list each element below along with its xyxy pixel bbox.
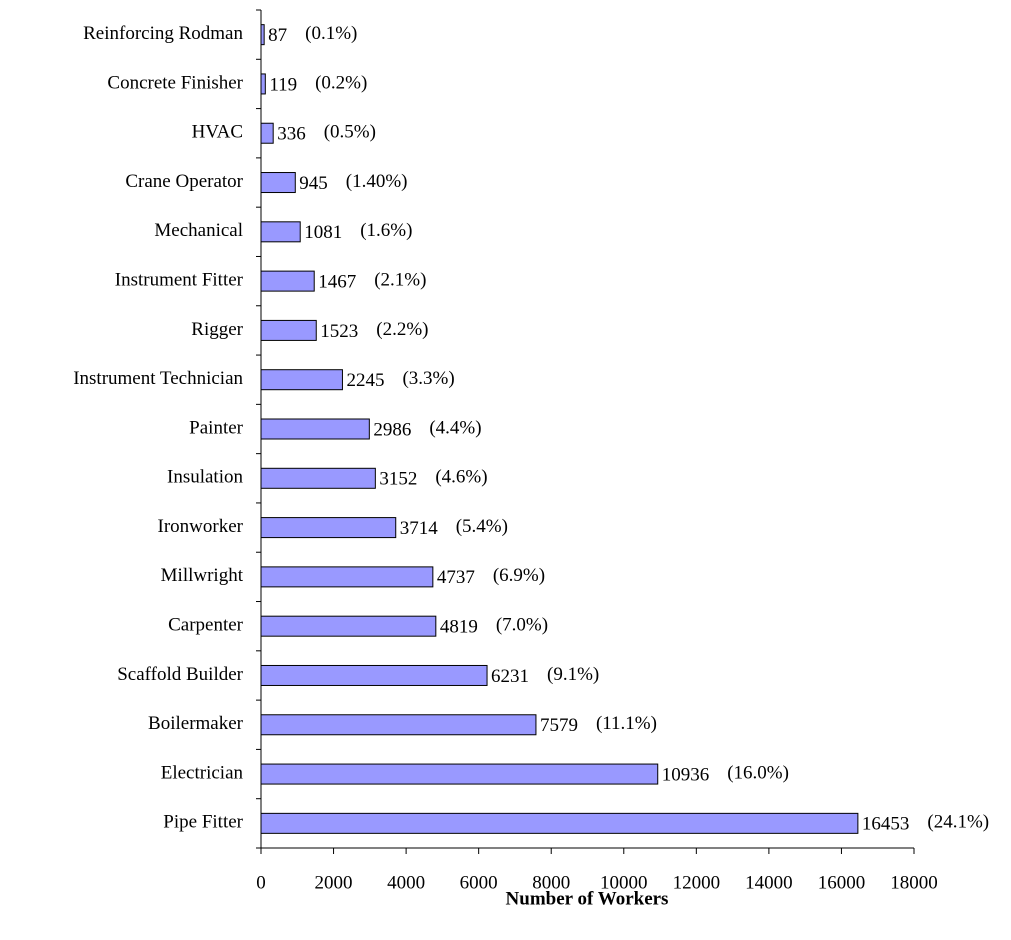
- y-tick-label: Instrument Fitter: [115, 269, 244, 290]
- value-label: 6231: [491, 666, 529, 687]
- value-label: 1523: [320, 321, 358, 342]
- x-tick-label: 4000: [387, 872, 425, 893]
- value-label: 16453: [862, 814, 910, 835]
- x-tick-label: 10000: [600, 872, 648, 893]
- percent-label: (4.6%): [435, 467, 487, 488]
- y-tick-label: Instrument Technician: [73, 368, 243, 389]
- bar: [260, 369, 343, 391]
- bar: [260, 221, 301, 243]
- bar: [260, 566, 434, 588]
- bar: [260, 24, 265, 46]
- y-tick-label: Carpenter: [168, 615, 244, 636]
- y-tick-label: Pipe Fitter: [163, 812, 243, 833]
- percent-label: (7.0%): [496, 615, 548, 636]
- value-label: 3152: [379, 469, 417, 490]
- percent-label: (16.0%): [727, 762, 789, 783]
- bar: [260, 270, 315, 292]
- bar: [260, 812, 859, 834]
- value-label: 1081: [304, 222, 342, 243]
- percent-label: (5.4%): [456, 516, 508, 537]
- y-tick-label: Boilermaker: [148, 713, 244, 734]
- value-label: 1467: [318, 271, 356, 292]
- percent-label: (11.1%): [596, 713, 657, 734]
- bar: [260, 122, 274, 144]
- value-label: 2986: [373, 419, 411, 440]
- bar: [260, 664, 488, 686]
- x-tick-label: 18000: [890, 872, 938, 893]
- bar: [260, 418, 370, 440]
- y-tick-label: Ironworker: [158, 516, 244, 537]
- value-label: 3714: [400, 518, 439, 539]
- y-tick-label: Electrician: [161, 762, 244, 783]
- bar: [260, 172, 296, 194]
- percent-label: (3.3%): [402, 368, 454, 389]
- bar: [260, 517, 397, 539]
- bar: [260, 714, 537, 736]
- x-tick-label: 14000: [745, 872, 793, 893]
- x-tick-label: 2000: [315, 872, 353, 893]
- y-tick-label: Insulation: [167, 467, 243, 488]
- percent-label: (0.2%): [315, 72, 367, 93]
- percent-label: (1.40%): [346, 171, 408, 192]
- percent-label: (0.1%): [305, 23, 357, 44]
- x-tick-label: 8000: [532, 872, 570, 893]
- y-tick-label: Reinforcing Rodman: [83, 23, 243, 44]
- value-label: 10936: [662, 764, 710, 785]
- percent-label: (6.9%): [493, 565, 545, 586]
- value-label: 2245: [346, 370, 384, 391]
- x-tick-label: 0: [256, 872, 266, 893]
- percent-label: (24.1%): [927, 812, 989, 833]
- percent-label: (0.5%): [324, 122, 376, 143]
- percent-label: (1.6%): [360, 220, 412, 241]
- bar: [260, 763, 659, 785]
- value-label: 336: [277, 124, 306, 145]
- x-tick-label: 12000: [673, 872, 721, 893]
- bar: [260, 615, 437, 637]
- x-tick-label: 6000: [460, 872, 498, 893]
- x-axis-title: Number of Workers: [506, 888, 669, 909]
- value-label: 945: [299, 173, 328, 194]
- y-tick-label: Millwright: [161, 565, 244, 586]
- y-tick-label: Scaffold Builder: [117, 664, 243, 685]
- value-label: 4737: [437, 567, 475, 588]
- bar: [260, 319, 317, 341]
- percent-label: (2.1%): [374, 269, 426, 290]
- value-label: 7579: [540, 715, 578, 736]
- percent-label: (4.4%): [429, 417, 481, 438]
- y-tick-label: Concrete Finisher: [107, 72, 243, 93]
- x-tick-label: 16000: [818, 872, 866, 893]
- y-tick-label: Rigger: [191, 319, 243, 340]
- value-label: 119: [269, 74, 297, 95]
- bar: [260, 467, 376, 489]
- percent-label: (9.1%): [547, 664, 599, 685]
- y-tick-label: Mechanical: [154, 220, 243, 241]
- y-tick-label: Crane Operator: [125, 171, 243, 192]
- y-tick-label: Painter: [189, 417, 243, 438]
- bar: [260, 73, 266, 95]
- value-label: 87: [268, 25, 287, 46]
- y-tick-label: HVAC: [192, 122, 243, 143]
- value-label: 4819: [440, 617, 478, 638]
- percent-label: (2.2%): [376, 319, 428, 340]
